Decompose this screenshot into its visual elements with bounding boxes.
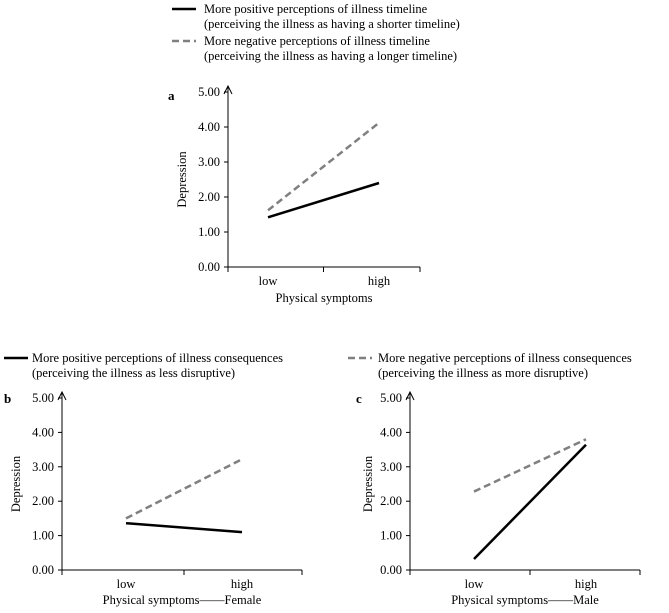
x-tick-label-high: high [575,577,598,591]
legend-bottom-negative-line1: More negative perceptions of illness con… [378,351,632,365]
y-tick-label: 0.00 [32,563,54,577]
y-tick-label: 3.00 [380,460,402,474]
y-axis-label: Depression [9,455,23,512]
x-tick-label-low: low [117,577,136,591]
legend-top-negative-line2: (perceiving the illness as having a long… [204,49,457,63]
y-tick-label: 2.00 [32,494,54,508]
y-tick-label: 4.00 [380,425,402,439]
series-line-positive [267,181,380,219]
chart-panel-a: a 0.00 1.00 2.00 3.00 4.00 5.00 low high Physical… [168,84,421,305]
x-tick-label-high: high [231,577,254,591]
y-axis-label: Depression [175,151,189,208]
y-tick-label: 5.00 [32,391,54,405]
y-tick-label: 1.00 [380,529,402,543]
y-tick-label: 0.00 [198,260,220,274]
y-axis-arrow [223,84,233,95]
x-axis-label: Physical symptoms——Female [103,593,262,607]
chart-panel-c: c 0.00 1.00 2.00 3.00 4.00 5.00 low high Physical… [356,390,641,607]
legend-top: More positive perceptions of illness tim… [172,2,460,63]
legend-bottom-positive-line2: (perceiving the illness as less disrupti… [32,366,235,380]
series-line-negative [473,438,587,493]
series-line-negative [125,458,243,520]
legend-bottom: More positive perceptions of illness con… [4,351,632,380]
y-tick-label: 0.00 [380,563,402,577]
y-tick-label: 1.00 [32,529,54,543]
chart-panel-b: b 0.00 1.00 2.00 3.00 4.00 5.00 low high Physical… [4,390,303,607]
y-axis-arrow [57,390,67,401]
panel-letter-a: a [168,88,175,103]
y-tick-label: 5.00 [198,85,220,99]
x-tick-label-high: high [368,274,391,288]
series-line-negative [267,121,380,212]
y-tick-label: 3.00 [198,155,220,169]
y-axis-arrow [405,390,415,401]
legend-bottom-positive-line1: More positive perceptions of illness con… [32,351,283,365]
y-tick-label: 4.00 [198,120,220,134]
legend-bottom-negative-line2: (perceiving the illness as more disrupti… [378,366,588,380]
series-line-positive [125,521,243,534]
y-tick-label: 2.00 [380,494,402,508]
legend-top-positive-line2: (perceiving the illness as having a shor… [204,17,460,31]
y-tick-label: 1.00 [198,225,220,239]
panel-letter-c: c [356,391,362,406]
x-tick-label-low: low [465,577,484,591]
series-line-positive [473,443,587,560]
y-tick-label: 3.00 [32,460,54,474]
x-axis-label: Physical symptoms——Male [451,593,599,607]
x-axis-label: Physical symptoms [276,291,373,305]
x-tick-label-low: low [259,274,278,288]
legend-top-negative-line1: More negative perceptions of illness tim… [204,34,430,48]
y-tick-label: 4.00 [32,425,54,439]
y-tick-label: 5.00 [380,391,402,405]
y-axis-label: Depression [361,455,375,512]
legend-top-positive-line1: More positive perceptions of illness tim… [204,2,428,16]
y-tick-label: 2.00 [198,190,220,204]
panel-letter-b: b [4,391,11,406]
